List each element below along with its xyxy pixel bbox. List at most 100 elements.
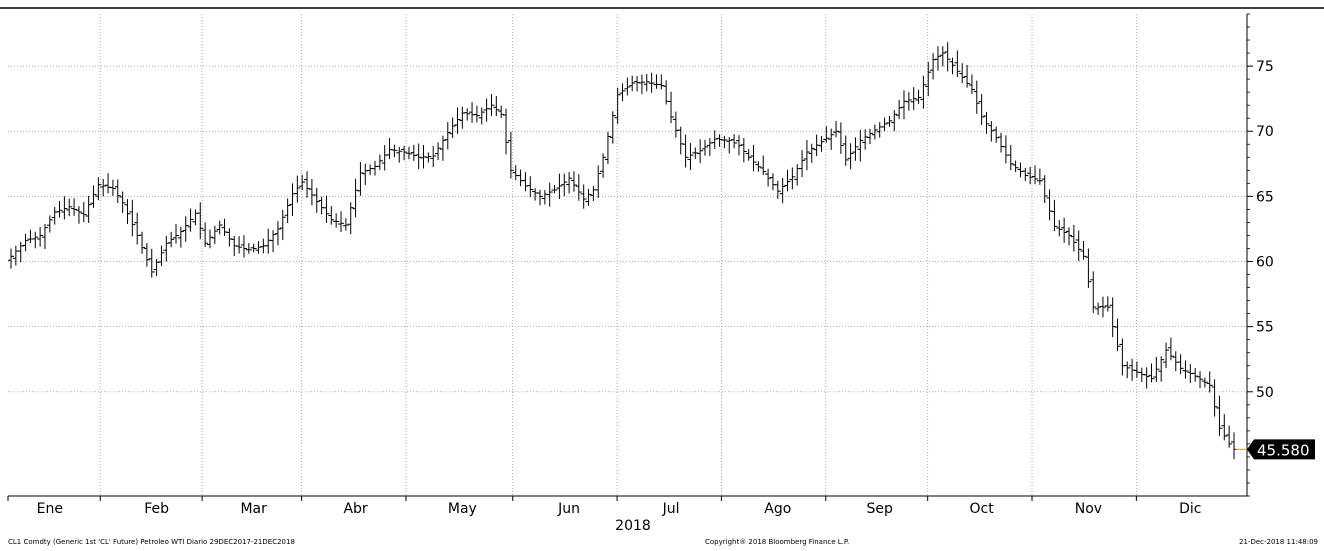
ohlc-bar [769,173,776,191]
ohlc-bar [206,229,213,249]
ohlc-bar [143,243,150,267]
month-label-Nov: Nov [1075,501,1102,517]
ohlc-bar [842,135,849,166]
ohlc-bar [915,89,922,104]
ohlc-bar [449,117,456,139]
ohlc-bar [134,212,141,245]
ohlc-bar [920,75,927,109]
ohlc-bar [561,173,568,197]
ohlc-bar [1012,160,1019,173]
ohlc-bar [488,94,495,117]
ohlc-bar [211,225,218,244]
ohlc-bar [386,138,393,160]
ohlc-bar [1036,168,1043,185]
ohlc-bar [1056,220,1063,237]
ohlc-bar [1090,271,1097,314]
month-label-Oct: Oct [970,501,995,517]
ohlc-bar [493,95,500,117]
ohlc-bar [968,74,975,95]
month-label-Abr: Abr [343,501,367,517]
month-label-Mar: Mar [240,501,267,517]
ohlc-bar [1085,248,1092,289]
ohlc-bar [731,134,738,149]
ohlc-bar [129,199,136,237]
ohlc-bar [420,144,427,169]
ohlc-bar [1114,318,1121,352]
ohlc-bar [517,169,524,187]
ohlc-bar [721,135,728,149]
ohlc-bar [1061,217,1068,243]
ohlc-bar [357,162,364,196]
ohlc-bar [367,164,374,176]
ohlc-bar [308,179,315,206]
ohlc-bar [352,178,359,218]
ohlc-bar [410,144,417,161]
ohlc-bar [265,228,272,254]
ohlc-bar [867,128,874,145]
ohlc-bar [333,213,340,228]
ohlc-bar [32,231,39,249]
ohlc-bar [818,136,825,152]
ohlc-bar [173,224,180,244]
ohlc-bar [163,235,170,262]
ohlc-bar [784,169,791,192]
ohlc-bar [478,107,485,125]
ohlc-bar [546,182,553,207]
ohlc-bar [114,179,121,203]
ohlc-bar [61,196,68,220]
ohlc-bar [847,143,854,170]
ohlc-bar [1007,144,1014,171]
ohlc-bar [575,174,582,201]
ohlc-bar [371,160,378,176]
ohlc-bar [1022,167,1029,181]
ohlc-bar [1065,227,1072,246]
ohlc-bar [881,117,888,132]
ohlc-bar [270,230,277,253]
ohlc-bar [803,140,810,171]
ohlc-bar [376,154,383,170]
ohlc-bar [774,180,781,199]
ohlc-bar [221,218,228,237]
ohlc-bar [998,132,1005,153]
ohlc-bar [430,146,437,167]
ohlc-bar [799,150,806,178]
ohlc-bar [255,241,262,254]
ohlc-bar [653,74,660,89]
ohlc-bar [658,74,665,90]
ohlc-bar [837,122,844,154]
year-label: 2018 [615,518,651,534]
ohlc-bar [833,121,840,138]
ohlc-bar [668,91,675,124]
ohlc-bar [216,220,223,235]
ohlc-bar [663,80,670,105]
ohlc-bar [692,147,699,159]
ohlc-bar [808,143,815,163]
ohlc-bar [852,137,859,161]
ohlc-bar [454,107,461,134]
ohlc-bar [1027,166,1034,185]
ohlc-bar [1075,230,1082,262]
ohlc-bar [342,218,349,231]
ohlc-bar [672,111,679,138]
ohlc-bar [682,134,689,168]
ohlc-bar [415,143,422,170]
ohlc-bar [507,131,514,179]
ohlc-bar [527,176,534,198]
ohlc-bar [983,111,990,134]
ohlc-bar [590,186,597,201]
ohlc-bar [75,206,82,224]
ohlc-bar [435,142,442,161]
ohlc-bar [1201,377,1208,388]
ohlc-bar [289,183,296,217]
ohlc-bar [609,111,616,144]
ohlc-bar [905,92,912,111]
ohlc-bar [362,163,369,186]
ohlc-bar [464,108,471,121]
ohlc-bar [1231,432,1237,460]
ohlc-bar [794,164,801,186]
ohlc-bar [1153,357,1160,382]
ohlc-bar [46,215,53,233]
last-price-box [1247,439,1315,460]
ohlc-bar [512,165,519,181]
ohlc-bar [177,226,184,248]
